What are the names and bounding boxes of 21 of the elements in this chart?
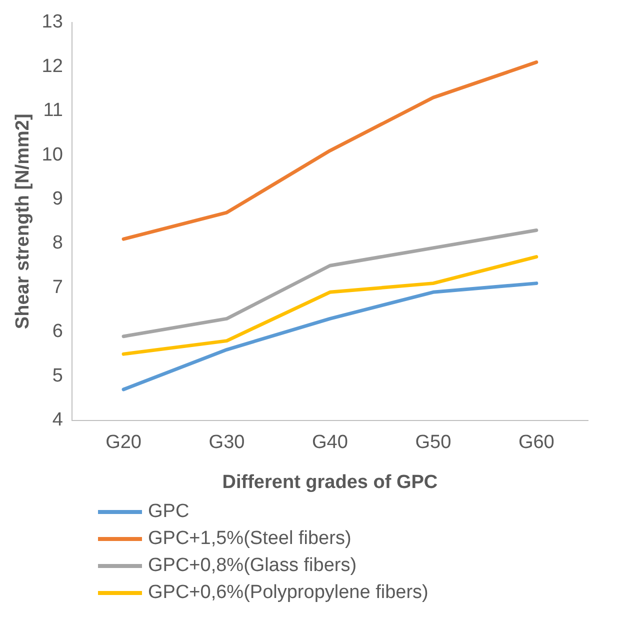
x-tick-label: G50	[415, 432, 452, 454]
x-tick-label: G40	[312, 432, 348, 454]
y-tick-label: 11	[43, 100, 63, 122]
y-tick-label: 8	[52, 232, 63, 254]
y-tick-label: 12	[42, 56, 63, 77]
y-tick-label: 6	[52, 321, 63, 342]
legend-label: GPC	[148, 500, 190, 522]
x-axis-title: Different grades of GPC	[222, 472, 438, 493]
legend-label: GPC+0,6%(Polypropylene fibers)	[148, 582, 428, 604]
legend-label: GPC+0,8%(Glass fibers)	[148, 554, 357, 576]
x-tick-label: G30	[208, 432, 245, 454]
y-axis-title: Shear strength [N/mm2]	[12, 114, 34, 330]
x-tick-label: G60	[518, 432, 554, 454]
legend-label: GPC+1,5%(Steel fibers)	[148, 528, 352, 550]
y-tick-label: 7	[52, 276, 63, 298]
y-tick-label: 10	[42, 144, 63, 166]
y-tick-label: 9	[52, 188, 63, 210]
x-tick-label: G20	[106, 432, 142, 454]
y-tick-label: 4	[52, 410, 64, 431]
y-tick-label: 5	[52, 365, 63, 386]
y-tick-label: 13	[42, 12, 63, 33]
